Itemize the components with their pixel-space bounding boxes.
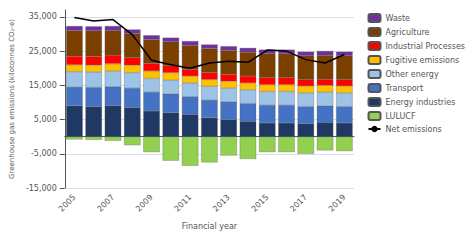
svg-text:2013: 2013: [211, 193, 232, 214]
svg-text:35,000: 35,000: [29, 12, 57, 21]
svg-text:Energy industries: Energy industries: [386, 98, 456, 107]
svg-text:Other energy: Other energy: [386, 70, 439, 79]
svg-text:2005: 2005: [57, 193, 78, 214]
svg-text:Net emissions: Net emissions: [386, 125, 442, 134]
svg-text:Transport: Transport: [385, 84, 424, 93]
svg-text:2011: 2011: [173, 193, 194, 214]
svg-text:5,000: 5,000: [34, 115, 57, 124]
svg-text:2015: 2015: [250, 193, 271, 214]
svg-text:Agriculture: Agriculture: [386, 28, 430, 37]
svg-text:-5,000: -5,000: [31, 149, 57, 158]
svg-text:Industrial Processes: Industrial Processes: [386, 42, 466, 51]
svg-text:Greenhouse gas emissions (kilo: Greenhouse gas emissions (kilotonnes CO₂…: [8, 19, 16, 179]
svg-text:LULUCF: LULUCF: [386, 112, 416, 121]
svg-text:2009: 2009: [134, 193, 155, 214]
svg-text:Financial year: Financial year: [182, 222, 238, 231]
svg-text:2019: 2019: [327, 193, 348, 214]
svg-text:-15,000: -15,000: [26, 184, 57, 193]
svg-text:Waste: Waste: [386, 14, 411, 23]
svg-text:2007: 2007: [95, 193, 116, 214]
svg-text:25,000: 25,000: [29, 47, 57, 56]
svg-text:15,000: 15,000: [29, 81, 57, 90]
svg-text:2017: 2017: [288, 193, 309, 214]
svg-text:Fugitive emissions: Fugitive emissions: [386, 56, 460, 65]
